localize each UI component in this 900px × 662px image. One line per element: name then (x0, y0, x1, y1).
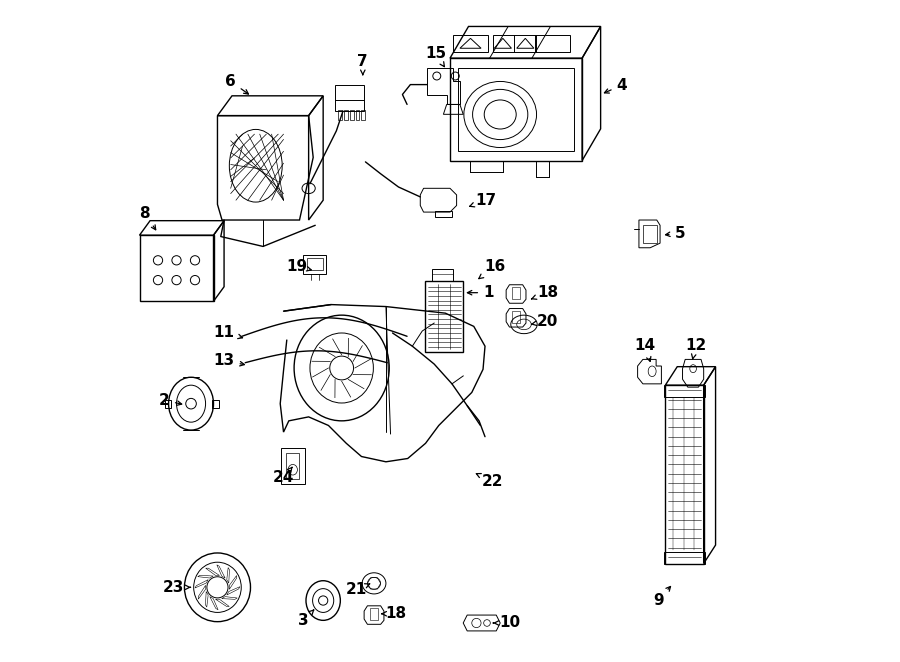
Text: 8: 8 (140, 206, 156, 230)
Bar (212, 400, 219, 408)
Bar (362, 111, 365, 120)
Bar (349, 111, 354, 120)
Text: 11: 11 (213, 325, 242, 340)
Text: 2: 2 (159, 393, 182, 408)
Text: 13: 13 (213, 354, 245, 368)
Bar (512, 311, 520, 323)
Text: 17: 17 (470, 193, 497, 208)
Text: 22: 22 (476, 473, 504, 489)
Text: 12: 12 (685, 338, 706, 359)
Bar (450, 58, 582, 161)
Text: 15: 15 (425, 46, 446, 67)
Bar (425, 281, 464, 352)
Text: 20: 20 (531, 314, 559, 328)
Bar (370, 608, 378, 620)
Text: 14: 14 (634, 338, 655, 361)
Bar (458, 68, 574, 151)
Text: 9: 9 (652, 587, 670, 608)
Bar (302, 255, 327, 273)
Text: 16: 16 (479, 259, 506, 279)
Bar (356, 111, 359, 120)
Text: 5: 5 (665, 226, 685, 241)
Text: 19: 19 (286, 259, 311, 274)
Text: 6: 6 (225, 73, 248, 94)
Text: 10: 10 (493, 616, 520, 630)
Text: 21: 21 (346, 583, 370, 598)
Bar (665, 385, 704, 563)
Bar (286, 453, 300, 479)
Bar (454, 35, 488, 52)
Bar (431, 269, 453, 281)
Bar (493, 35, 536, 52)
Bar (436, 211, 452, 216)
Bar (344, 111, 347, 120)
Bar (307, 258, 322, 270)
Text: 18: 18 (532, 285, 558, 300)
Text: 7: 7 (357, 54, 368, 75)
Bar (536, 35, 570, 52)
Bar (338, 111, 342, 120)
Text: 23: 23 (163, 580, 190, 595)
Bar (664, 385, 705, 397)
Bar (664, 551, 705, 563)
Text: 3: 3 (298, 610, 314, 628)
Bar (512, 287, 520, 299)
Text: 1: 1 (467, 285, 493, 300)
Bar (335, 85, 365, 111)
Bar (643, 224, 657, 243)
Text: 4: 4 (605, 77, 627, 93)
Text: 24: 24 (273, 467, 294, 485)
Bar (281, 448, 305, 485)
Bar (140, 235, 213, 301)
Bar (165, 400, 171, 408)
Text: 18: 18 (382, 606, 407, 621)
